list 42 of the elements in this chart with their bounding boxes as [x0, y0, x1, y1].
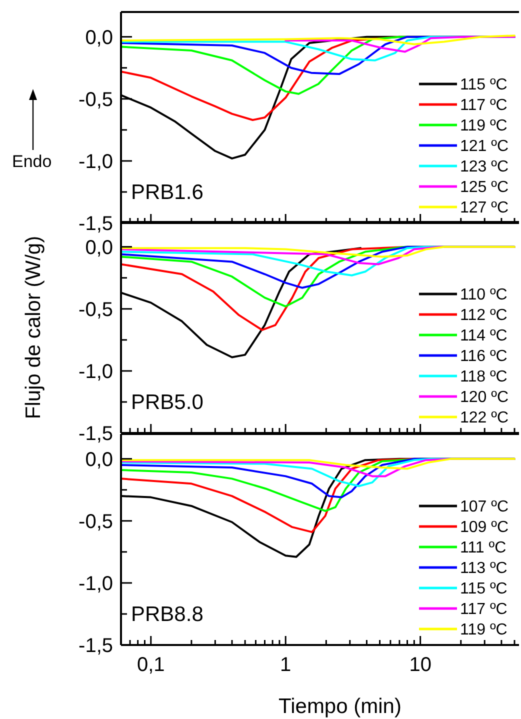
legend-label: 119 ºC [460, 118, 508, 135]
legend-label: 114 ºC [460, 328, 508, 345]
y-tick-label: -0,5 [78, 298, 113, 321]
x-tick-label: 10 [409, 654, 432, 676]
y-tick-label: 0,0 [85, 448, 113, 471]
y-tick-label: -0,5 [78, 510, 113, 533]
y-tick-label: -1,0 [78, 360, 113, 383]
y-tick-label: -0,5 [78, 88, 113, 111]
legend-label: 115 ºC [460, 580, 508, 598]
x-tick-label: 0,1 [136, 654, 165, 676]
x-axis-title: Tiempo (min) [278, 695, 402, 718]
legend-label: 116 ºC [460, 348, 508, 366]
annotation: PRB8.8 [131, 603, 204, 626]
legend-label: 115 ºC [460, 76, 508, 94]
legend-label: 118 ºC [460, 368, 508, 386]
legend-label: 119 ºC [460, 622, 508, 639]
legend-label: 110 ºC [460, 286, 508, 304]
y-tick-label: 0,0 [85, 26, 113, 49]
legend-label: 113 ºC [460, 560, 508, 578]
y-tick-label: -1,5 [78, 635, 113, 657]
legend-label: 125 ºC [460, 179, 509, 196]
legend-label: 109 ºC [460, 519, 509, 536]
legend-label: 122 ºC [460, 410, 509, 427]
legend-label: 127 ºC [460, 200, 509, 217]
legend-label: 123 ºC [460, 158, 509, 176]
legend-label: 117 ºC [460, 97, 508, 114]
y-tick-label: -1,0 [78, 150, 113, 173]
y-axis-title: Flujo de calor (W/g) [22, 236, 45, 420]
legend-label: 121 ºC [460, 138, 509, 156]
y-tick-label: -1,0 [78, 572, 113, 595]
legend-label: 120 ºC [460, 389, 509, 406]
y-tick-label: -1,5 [78, 213, 113, 235]
annotation: PRB1.6 [131, 181, 204, 204]
x-tick-label: 1 [280, 654, 292, 676]
y-tick-label: 0,0 [85, 236, 113, 259]
annotation: PRB5.0 [131, 391, 204, 414]
legend-label: 107 ºC [460, 498, 509, 516]
legend-label: 117 ºC [460, 601, 508, 618]
legend-label: 112 ºC [460, 307, 508, 324]
text: Endo [12, 152, 52, 171]
y-tick-label: -1,5 [78, 423, 113, 445]
legend-label: 111 ºC [460, 540, 506, 557]
